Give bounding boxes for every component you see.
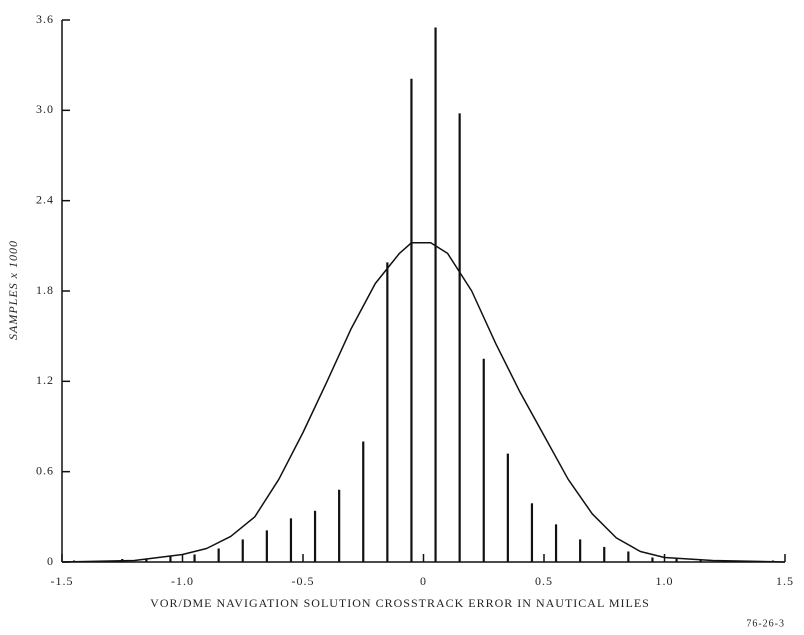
x-axis-label: VOR/DME NAVIGATION SOLUTION CROSSTRACK E… (150, 596, 650, 610)
y-axis-label: SAMPLES x 1000 (6, 240, 20, 340)
y-tick-label: 0.6 (36, 463, 54, 477)
x-tick-label: -1.0 (171, 574, 194, 588)
y-tick-label: 0 (47, 554, 54, 568)
x-tick-label: 0 (420, 574, 427, 588)
fit-curve (61, 242, 786, 563)
y-tick-label: 1.8 (36, 283, 54, 297)
y-tick-label: 3.0 (36, 102, 54, 116)
x-tick-label: 1.5 (776, 574, 794, 588)
y-tick-label: 3.6 (36, 12, 54, 26)
x-tick-label: 0.5 (535, 574, 553, 588)
figure-note: 76-26-3 (746, 618, 785, 629)
x-tick-label: -1.5 (51, 574, 74, 588)
x-tick-label: 1.0 (656, 574, 674, 588)
y-tick-label: 2.4 (36, 192, 54, 206)
x-tick-label: -0.5 (292, 574, 315, 588)
y-tick-label: 1.2 (36, 373, 54, 387)
